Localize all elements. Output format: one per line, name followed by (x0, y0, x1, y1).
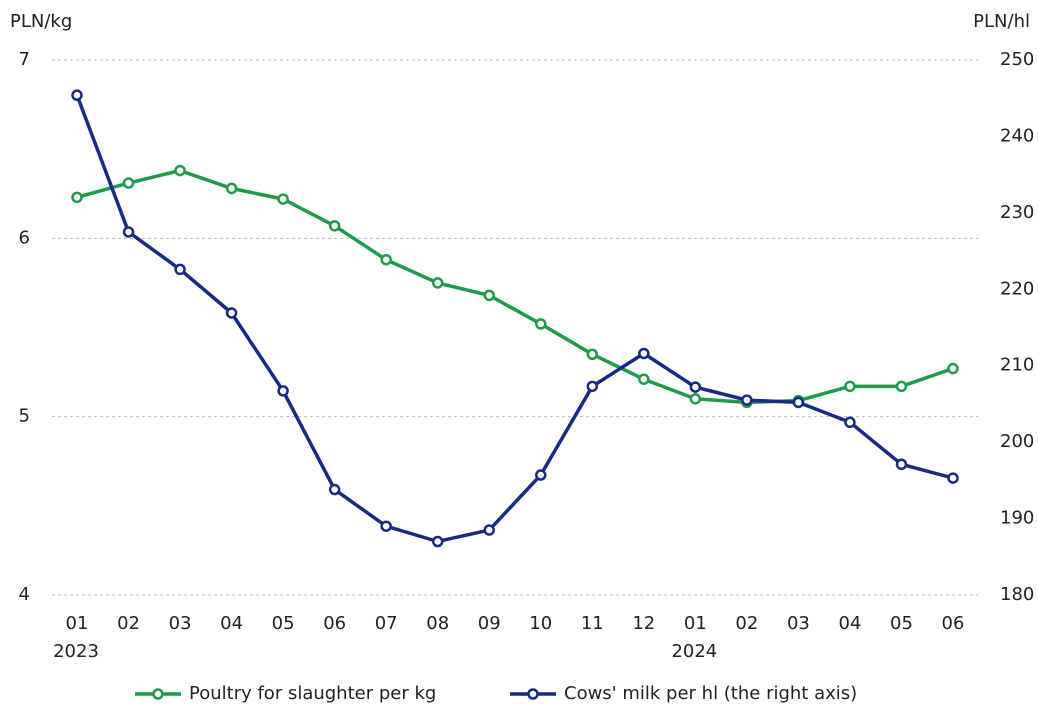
x-tick-label: 09 (478, 613, 501, 634)
marker (689, 393, 702, 405)
marker (895, 380, 908, 393)
y2-tick-label: 250 (1000, 49, 1034, 70)
legend-label: Poultry for slaughter per kg (189, 683, 436, 704)
legend-label: Cows' milk per hl (the right axis) (564, 683, 857, 704)
x-tick-label: 11 (581, 613, 604, 634)
x-tick-label: 03 (169, 613, 192, 634)
legend-marker (152, 688, 164, 700)
marker (328, 483, 341, 496)
x-tick-label: 07 (375, 613, 398, 634)
marker (431, 277, 444, 289)
marker (947, 362, 959, 375)
x-tick-label: 02 (117, 613, 140, 634)
x-tick-label: 08 (426, 613, 449, 634)
x-tick-label: 12 (632, 613, 655, 634)
x-tick-label: 04 (220, 613, 243, 634)
marker (277, 385, 289, 397)
marker (586, 348, 599, 360)
marker (380, 253, 392, 266)
marker (277, 193, 289, 205)
marker (947, 472, 959, 484)
marker (122, 177, 135, 189)
marker (174, 263, 186, 276)
marker (174, 164, 186, 177)
y2-tick-label: 200 (1000, 431, 1034, 452)
y-tick-label: 4 (19, 584, 30, 605)
x-tick-label: 06 (323, 613, 346, 634)
marker (535, 318, 547, 330)
y2-tick-label: 180 (1000, 584, 1034, 605)
marker (431, 535, 444, 548)
y2-tick-label: 190 (1000, 508, 1034, 529)
x-tick-label: 01 (684, 613, 707, 634)
x-tick-label: 02 (735, 613, 758, 634)
x-tick-label: 03 (787, 613, 810, 634)
y-tick-label: 6 (19, 227, 30, 248)
marker (689, 381, 702, 393)
x-tick-label: 05 (890, 613, 913, 634)
marker (535, 469, 547, 481)
marker (638, 373, 650, 385)
y-tick-label: 7 (19, 49, 30, 70)
x-tick-label: 06 (942, 613, 965, 634)
marker (71, 191, 83, 204)
y2-tick-label: 240 (1000, 125, 1034, 146)
marker (225, 182, 238, 195)
x-group-label: 2023 (53, 641, 99, 662)
y2-axis-label: PLN/hl (973, 11, 1030, 32)
marker (792, 396, 805, 409)
marker (483, 524, 495, 536)
y2-tick-label: 230 (1000, 202, 1034, 223)
marker (380, 520, 392, 532)
marker (71, 89, 83, 101)
x-group-label: 2024 (671, 641, 717, 662)
marker (844, 416, 856, 429)
marker (328, 220, 341, 232)
marker (638, 347, 650, 360)
series-line (76, 168, 954, 405)
marker (844, 380, 856, 393)
marker (741, 394, 753, 406)
legend-marker (527, 688, 539, 700)
y2-tick-label: 210 (1000, 355, 1034, 376)
series-line (75, 94, 954, 544)
y-tick-label: 5 (19, 406, 30, 427)
y-axis-label: PLN/kg (10, 11, 72, 32)
marker (586, 380, 599, 393)
marker (895, 458, 908, 471)
marker (483, 289, 495, 302)
x-tick-label: 05 (272, 613, 295, 634)
x-tick-label: 10 (529, 613, 552, 634)
y2-tick-label: 220 (1000, 278, 1034, 299)
x-tick-label: 01 (66, 613, 89, 634)
marker (225, 307, 238, 319)
x-tick-label: 04 (838, 613, 861, 634)
marker (122, 226, 135, 238)
